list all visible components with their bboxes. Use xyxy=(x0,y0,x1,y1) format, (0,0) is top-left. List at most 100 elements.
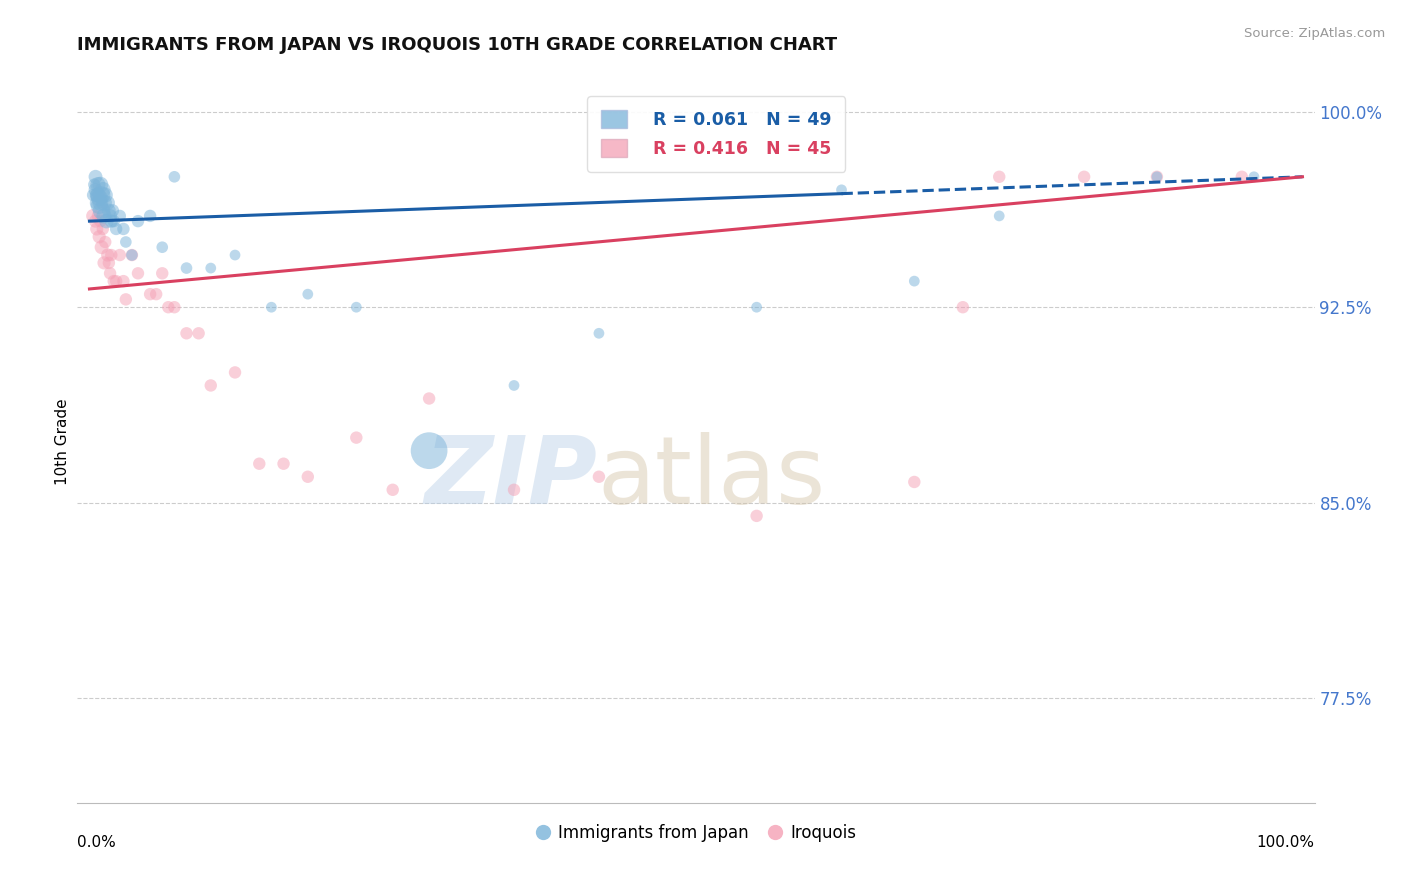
Point xyxy=(121,248,143,262)
Point xyxy=(105,274,128,288)
Point xyxy=(84,183,107,197)
Point xyxy=(344,431,367,445)
Point xyxy=(89,229,111,244)
Text: ZIP: ZIP xyxy=(425,432,598,524)
Point xyxy=(89,191,111,205)
Point xyxy=(157,300,180,314)
Point xyxy=(86,188,108,202)
Point xyxy=(187,326,209,341)
Point xyxy=(831,183,853,197)
Point xyxy=(163,300,186,314)
Point xyxy=(745,508,768,523)
Point xyxy=(224,366,246,380)
Point xyxy=(86,195,108,210)
Point xyxy=(87,188,110,202)
Point xyxy=(1146,169,1168,184)
Point xyxy=(1146,169,1168,184)
Point xyxy=(903,475,925,489)
Point xyxy=(108,248,131,262)
Point xyxy=(87,209,110,223)
Point xyxy=(988,209,1011,223)
Point xyxy=(903,274,925,288)
Point xyxy=(297,469,319,483)
Text: 100.0%: 100.0% xyxy=(1257,835,1315,850)
Point xyxy=(1230,169,1253,184)
Point xyxy=(98,209,121,223)
Point xyxy=(200,378,222,392)
Point xyxy=(97,256,120,270)
Point xyxy=(163,169,186,184)
Point xyxy=(224,248,246,262)
Point xyxy=(176,326,198,341)
Point xyxy=(381,483,404,497)
Point xyxy=(150,266,173,280)
Point xyxy=(260,300,283,314)
Point xyxy=(121,248,143,262)
Point xyxy=(87,178,110,192)
Point xyxy=(83,178,105,192)
Legend: Immigrants from Japan, Iroquois: Immigrants from Japan, Iroquois xyxy=(529,817,863,848)
Point xyxy=(89,214,111,228)
Y-axis label: 10th Grade: 10th Grade xyxy=(55,398,70,485)
Point xyxy=(297,287,319,301)
Point xyxy=(745,300,768,314)
Point xyxy=(90,203,112,218)
Text: 0.0%: 0.0% xyxy=(77,835,117,850)
Point xyxy=(97,203,120,218)
Point xyxy=(93,256,115,270)
Point xyxy=(1073,169,1095,184)
Point xyxy=(344,300,367,314)
Point xyxy=(503,483,526,497)
Point xyxy=(94,188,117,202)
Point xyxy=(150,240,173,254)
Point xyxy=(98,266,121,280)
Point xyxy=(127,266,149,280)
Point xyxy=(100,248,122,262)
Point xyxy=(200,261,222,276)
Point xyxy=(82,209,104,223)
Point xyxy=(101,203,124,218)
Point xyxy=(84,169,107,184)
Text: Source: ZipAtlas.com: Source: ZipAtlas.com xyxy=(1244,27,1385,40)
Point xyxy=(100,214,122,228)
Point xyxy=(103,214,125,228)
Point xyxy=(1243,169,1265,184)
Text: atlas: atlas xyxy=(598,432,825,524)
Point xyxy=(89,198,111,212)
Point xyxy=(127,214,149,228)
Point xyxy=(503,378,526,392)
Point xyxy=(273,457,295,471)
Point xyxy=(84,214,107,228)
Point xyxy=(588,326,610,341)
Point xyxy=(176,261,198,276)
Point xyxy=(96,214,118,228)
Point xyxy=(988,169,1011,184)
Point xyxy=(103,274,125,288)
Point xyxy=(105,222,128,236)
Point xyxy=(94,235,117,249)
Point xyxy=(418,443,440,458)
Point xyxy=(112,274,135,288)
Point xyxy=(91,183,114,197)
Point xyxy=(952,300,974,314)
Point xyxy=(247,457,270,471)
Point xyxy=(93,209,115,223)
Point xyxy=(145,287,167,301)
Point xyxy=(108,209,131,223)
Point xyxy=(93,195,115,210)
Point xyxy=(115,235,138,249)
Point xyxy=(90,188,112,202)
Point xyxy=(97,195,120,210)
Point xyxy=(588,469,610,483)
Point xyxy=(89,195,111,210)
Point xyxy=(418,392,440,406)
Point xyxy=(112,222,135,236)
Point xyxy=(90,240,112,254)
Point xyxy=(97,248,120,262)
Point xyxy=(91,222,114,236)
Point xyxy=(115,293,138,307)
Point xyxy=(139,209,162,223)
Point xyxy=(86,222,108,236)
Point xyxy=(89,178,111,192)
Point xyxy=(82,188,104,202)
